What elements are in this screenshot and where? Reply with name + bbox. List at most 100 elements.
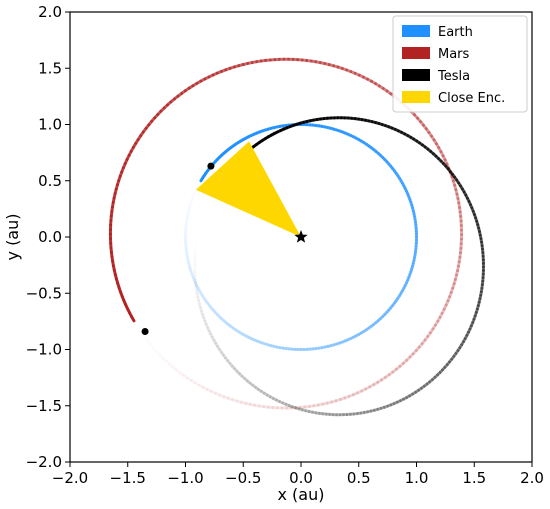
- orbit-segment: [233, 367, 239, 373]
- orbit-segment: [300, 408, 308, 413]
- orbit-segment: [469, 320, 475, 328]
- orbit-segment: [332, 342, 339, 347]
- x-tick-label: −1.5: [110, 469, 146, 487]
- orbit-segment: [187, 261, 191, 268]
- orbit-segment: [235, 399, 243, 404]
- sun-star-marker: [294, 230, 308, 243]
- orbit-segment: [407, 273, 412, 279]
- orbit-segment: [364, 326, 371, 332]
- orbit-segment: [463, 333, 469, 341]
- x-tick-label: 2.0: [520, 469, 544, 487]
- orbit-segment: [275, 345, 282, 350]
- orbit-segment: [185, 253, 189, 260]
- legend-swatch: [402, 91, 430, 103]
- orbit-segment: [340, 339, 347, 344]
- orbit-segment: [401, 286, 406, 293]
- orbit-segment: [359, 410, 366, 415]
- orbit-segment: [451, 282, 456, 290]
- orbit-segment: [465, 330, 470, 337]
- orbit-segment: [446, 295, 452, 303]
- orbit-segment: [221, 353, 228, 360]
- orbit-segment: [196, 240, 197, 244]
- orbit-segment: [423, 334, 430, 342]
- orbit-segment: [385, 308, 391, 314]
- orbit-segment: [205, 387, 213, 393]
- orbit-segment: [196, 286, 201, 293]
- orbit-segment: [389, 303, 395, 310]
- orbit-segment: [206, 326, 211, 333]
- tick-layer: −2.0 −1.5 −1.0 −0.5 0.0 0.5 1.0 1.5 2.0 −2.0 −1.5 −…: [26, 3, 544, 487]
- orbit-segment: [441, 365, 447, 372]
- orbit-segment: [427, 130, 434, 138]
- orbit-segment: [310, 410, 318, 415]
- orbit-segment: [405, 394, 412, 400]
- orbit-segment: [201, 312, 206, 320]
- orbit-segment: [197, 289, 203, 295]
- orbit-segment: [453, 273, 459, 281]
- orbit-segment: [387, 370, 395, 377]
- orbit-segment: [455, 269, 460, 277]
- legend-swatch: [402, 25, 430, 37]
- orbit-segment: [409, 267, 414, 274]
- orbit-segment: [320, 345, 327, 350]
- orbit-segment: [199, 181, 200, 184]
- orbit-segment: [197, 299, 201, 306]
- orbit-segment: [249, 337, 256, 342]
- close-encounter-wedge: [195, 141, 301, 237]
- orbit-segment: [376, 378, 384, 384]
- orbit-segment: [234, 328, 240, 333]
- orbit-segment: [430, 134, 436, 142]
- orbit-segment: [257, 404, 266, 409]
- orbit-segment: [193, 281, 199, 287]
- orbit-segment: [304, 409, 311, 414]
- orbit-segment: [213, 310, 219, 316]
- y-tick-label: 1.5: [38, 59, 62, 77]
- orbit-segment: [330, 399, 338, 404]
- orbit-segment: [428, 378, 434, 384]
- orbit-segment: [206, 301, 211, 307]
- orbit-segment: [474, 307, 479, 314]
- orbit-segment: [401, 358, 409, 365]
- orbit-segment: [455, 192, 460, 201]
- legend-box: [392, 15, 528, 113]
- orbit-segment: [204, 322, 210, 330]
- orbit-segment: [372, 380, 380, 387]
- orbit-segment: [222, 395, 230, 400]
- legend-swatch: [402, 69, 430, 81]
- orbit-segment: [406, 275, 411, 282]
- orbit-segment: [266, 343, 273, 348]
- orbit-segment: [201, 385, 209, 391]
- orbit-segment: [297, 407, 304, 412]
- orbit-segment: [351, 391, 360, 397]
- orbit-segment: [209, 306, 215, 312]
- x-axis-label: x (au): [278, 485, 325, 504]
- orbit-segment: [207, 329, 213, 336]
- orbit-segment: [405, 355, 412, 362]
- orbit-segment: [243, 377, 249, 383]
- orbit-segment: [187, 264, 192, 271]
- orbit-segment: [473, 310, 478, 318]
- orbit-segment: [411, 390, 418, 396]
- orbit-segment: [376, 317, 383, 323]
- y-tick-label: 0.5: [38, 172, 62, 190]
- orbit-segment: [422, 382, 429, 388]
- orbit-segment: [290, 405, 298, 410]
- orbit-segment: [137, 326, 139, 330]
- orbit-segment: [391, 301, 396, 307]
- orbit-segment: [216, 344, 221, 351]
- orbit-segment: [408, 270, 413, 277]
- orbit-segment: [338, 396, 347, 401]
- orbit-segment: [343, 394, 351, 400]
- orbit-segment: [212, 338, 218, 345]
- orbit-segment: [258, 340, 264, 345]
- orbit-segment: [209, 332, 214, 339]
- orbit-segment: [229, 324, 235, 330]
- orbit-segment: [402, 283, 407, 290]
- orbit-segment: [312, 403, 320, 408]
- orbit-segment: [391, 367, 398, 374]
- orbit-segment: [217, 347, 223, 354]
- x-tick-label: 0.0: [289, 469, 313, 487]
- orbit-segment: [193, 381, 201, 387]
- orbit-segment: [278, 400, 285, 405]
